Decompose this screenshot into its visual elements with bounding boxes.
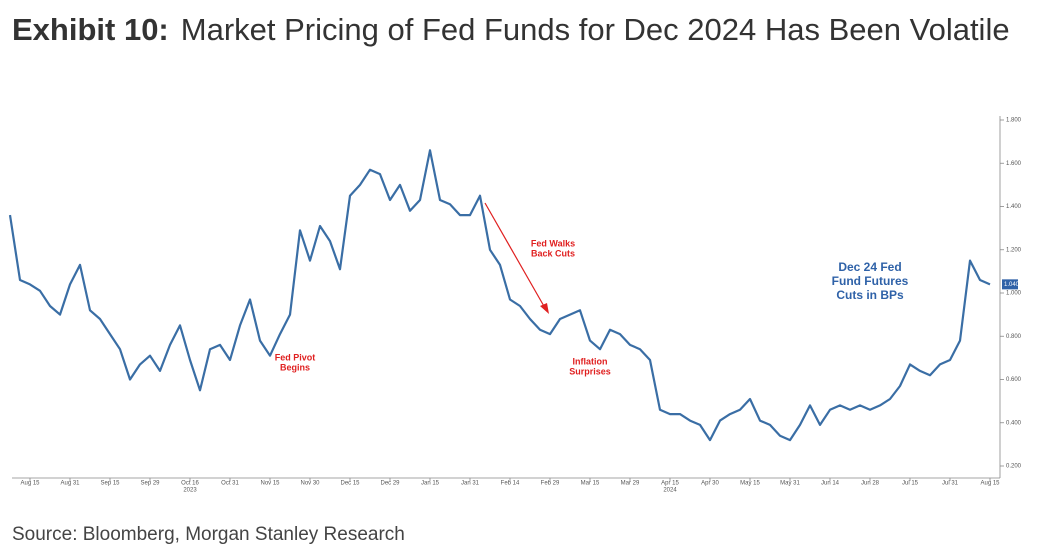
y-tick-label: 0.800 — [1006, 334, 1022, 340]
y-tick-label: 1.400 — [1006, 204, 1022, 210]
x-tick-label: Mar 29 — [621, 481, 640, 487]
annotation: Cuts in BPs — [836, 288, 904, 302]
x-tick-label: Feb 29 — [541, 481, 560, 487]
x-tick-label: Dec 29 — [380, 481, 400, 487]
x-tick-label: May 31 — [780, 481, 800, 487]
annotation: Fed Pivot — [275, 352, 316, 362]
year-label: 2023 — [183, 488, 197, 494]
last-value-label: 1.040 — [1004, 282, 1020, 288]
annotation: Dec 24 Fed — [838, 260, 901, 274]
year-label: 2024 — [663, 488, 677, 494]
x-tick-label: Jan 31 — [461, 481, 480, 487]
x-tick-label: Jun 14 — [821, 481, 840, 487]
x-tick-label: Feb 14 — [501, 481, 520, 487]
annotation: Back Cuts — [531, 248, 575, 258]
annotation: Begins — [280, 362, 310, 372]
arrow-head — [540, 303, 549, 314]
last-value-tag — [1002, 279, 1018, 290]
x-tick-label: Mar 15 — [581, 481, 600, 487]
y-tick-label: 0.400 — [1006, 420, 1022, 426]
x-tick-label: Jul 15 — [902, 481, 919, 487]
x-tick-label: Aug 31 — [60, 481, 80, 487]
x-tick-label: Dec 15 — [340, 481, 360, 487]
y-tick-label: 1.000 — [1006, 291, 1022, 297]
source: Source: Bloomberg, Morgan Stanley Resear… — [12, 524, 405, 545]
x-tick-label: Sep 15 — [100, 481, 120, 487]
annotation: Inflation — [573, 356, 608, 366]
title: Exhibit 10: Market Pricing of Fed Funds f… — [12, 4, 1032, 56]
y-tick-label: 1.600 — [1006, 161, 1022, 167]
x-tick-label: Oct 16 — [181, 481, 199, 487]
annotation: Fed Walks — [531, 238, 575, 248]
line — [8, 149, 991, 442]
title-prefix: Exhibit 10: — [12, 12, 169, 47]
annotation: Fund Futures — [832, 274, 909, 288]
x-tick-label: Aug 15 — [980, 481, 1000, 487]
y-tick-label: 0.200 — [1006, 464, 1022, 470]
x-tick-label: Oct 31 — [221, 481, 239, 487]
x-tick-label: Jun 28 — [861, 481, 880, 487]
arrow — [484, 202, 546, 309]
x-tick-label: Apr 15 — [661, 481, 679, 487]
title-text: Market Pricing of Fed Funds for Dec 2024… — [180, 12, 1010, 47]
x-tick-label: May 15 — [740, 481, 760, 487]
x-tick-label: Jul 31 — [942, 481, 959, 487]
x-tick-label: Nov 30 — [300, 481, 320, 487]
x-tick-label: Jan 15 — [421, 481, 440, 487]
x-tick-label: Sep 29 — [140, 481, 160, 487]
x-tick-label: Nov 15 — [260, 481, 280, 487]
chart: 0.200 0.400 0.600 0.800 1.000 1.200 1.400 1.600… — [8, 116, 1022, 494]
y-tick-label: 1.800 — [1006, 118, 1022, 124]
x-tick-label: Aug 15 — [20, 481, 40, 487]
y-tick-label: 0.600 — [1006, 377, 1022, 383]
y-tick-label: 1.200 — [1006, 247, 1022, 253]
annotation: Surprises — [569, 366, 611, 376]
x-tick-label: Apr 30 — [701, 481, 719, 487]
